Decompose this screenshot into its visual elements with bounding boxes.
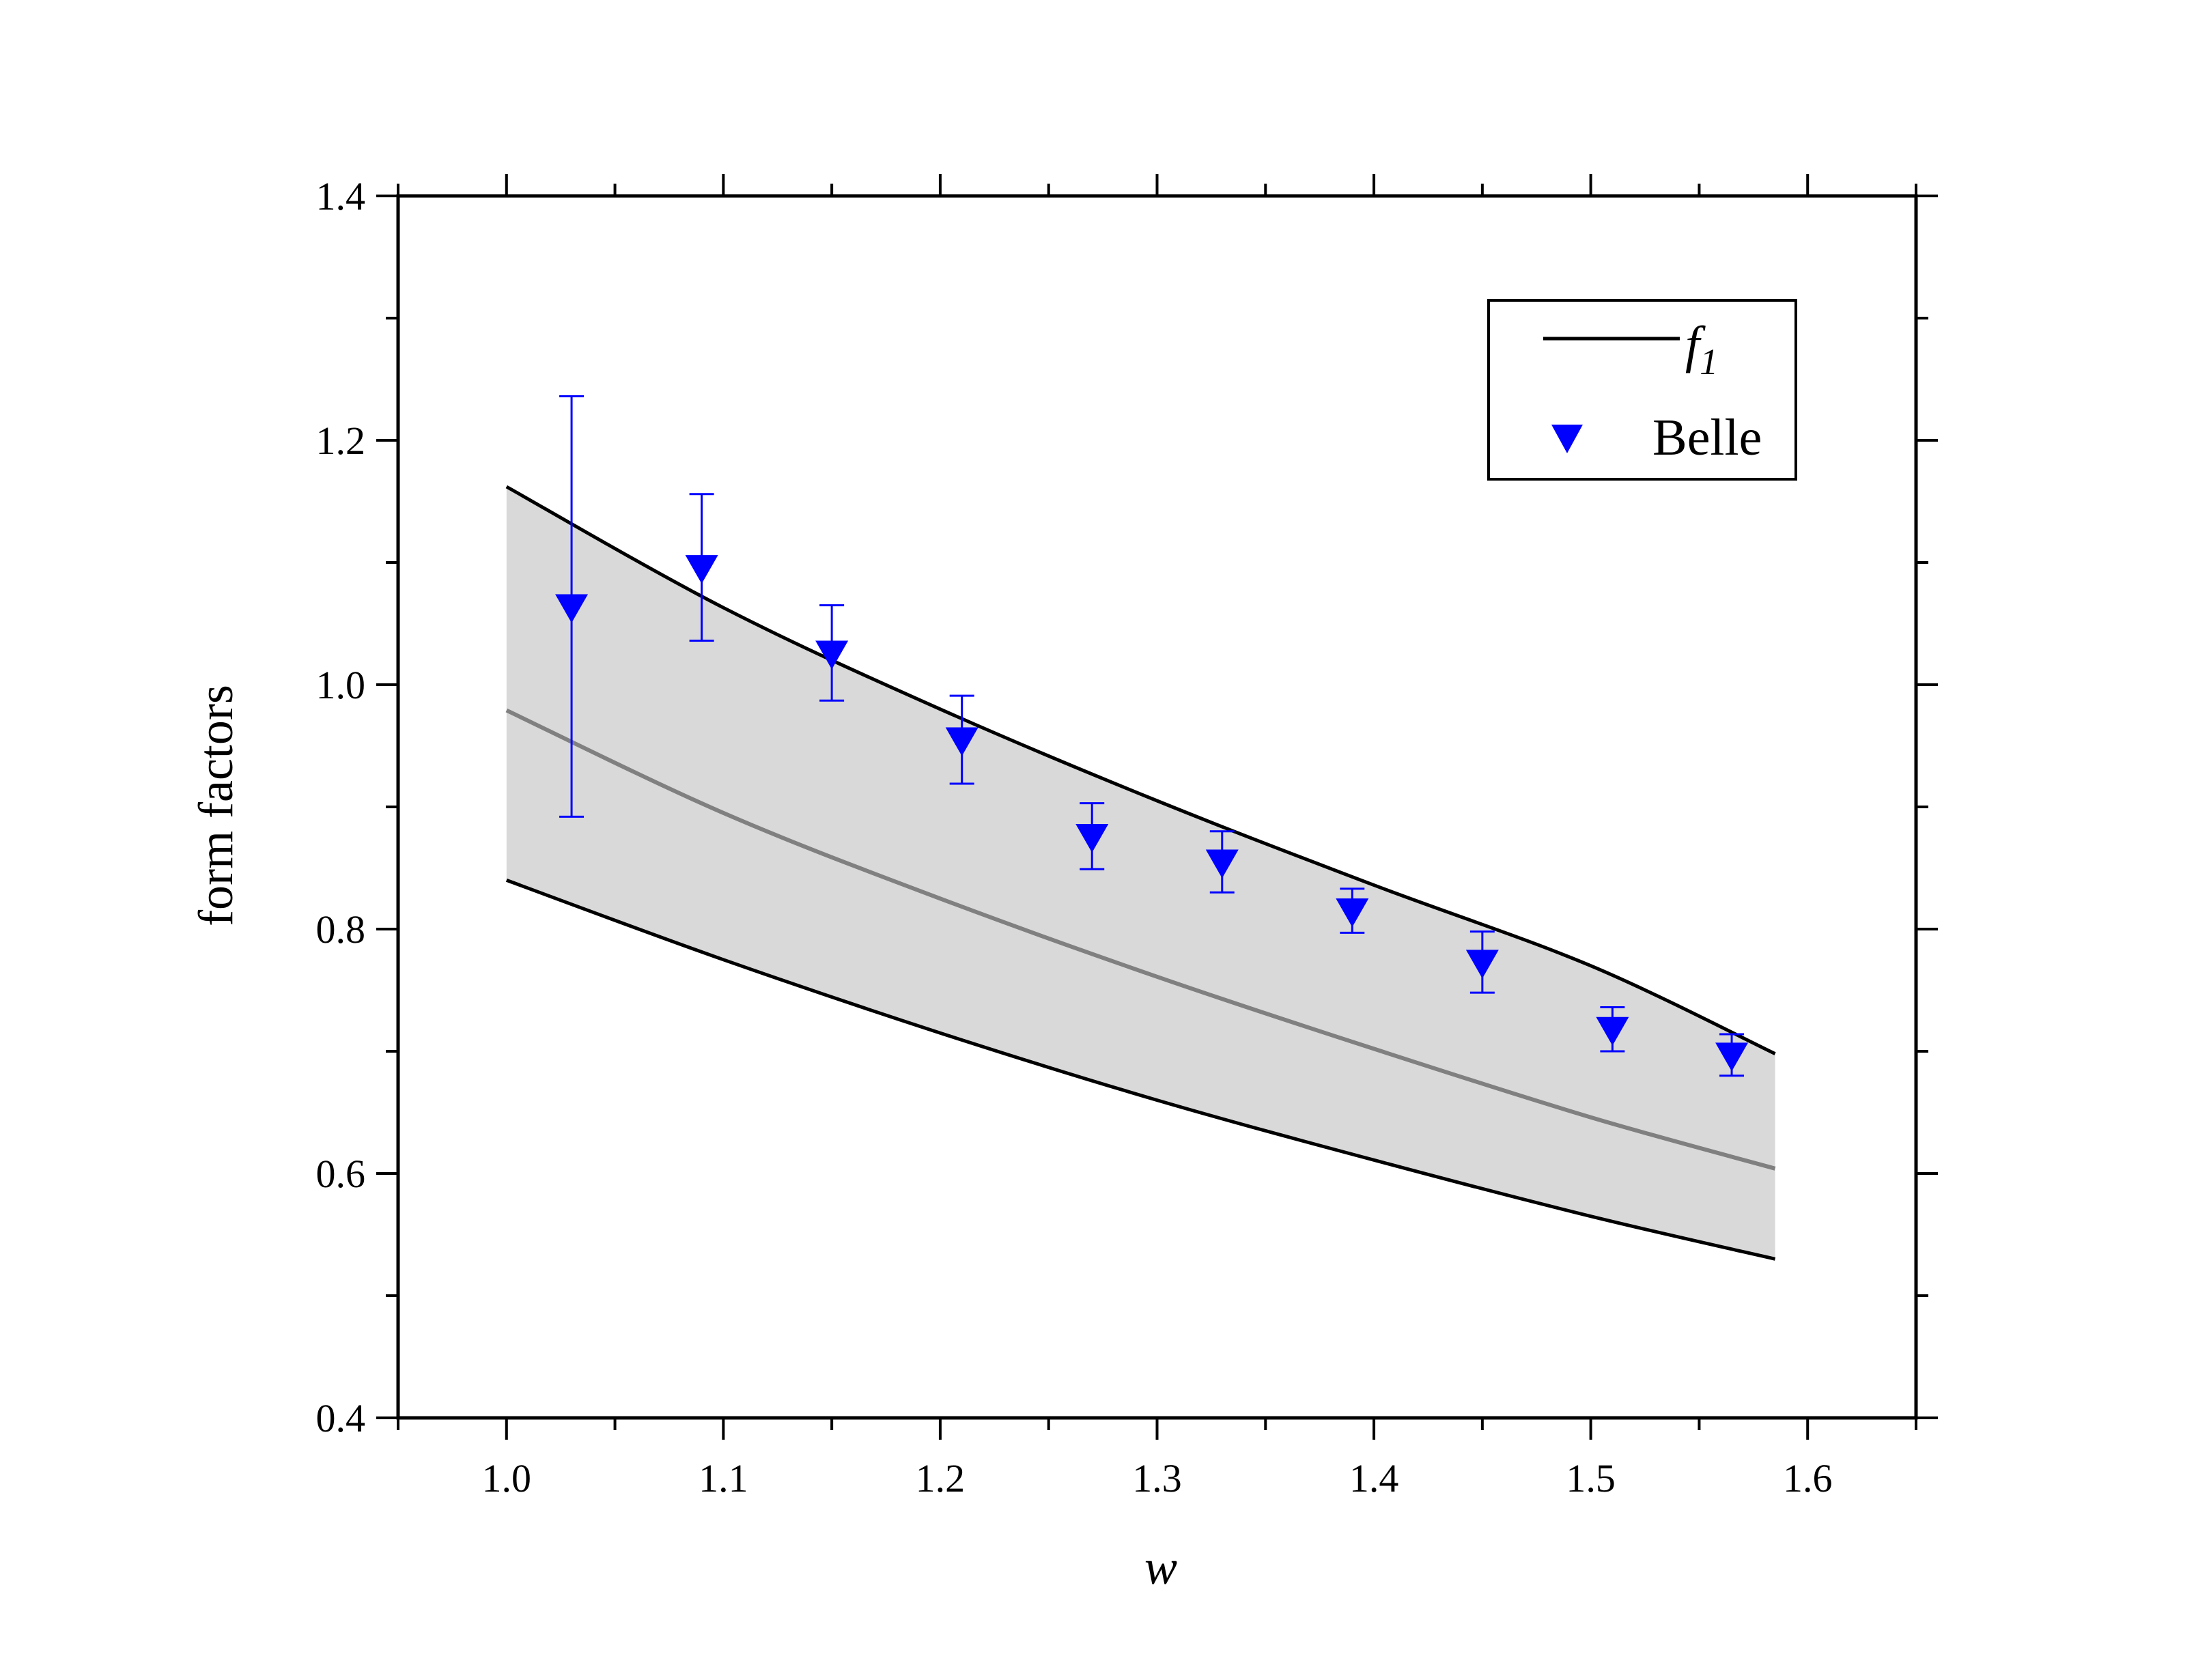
x-tick-label: 1.4 (1349, 1456, 1399, 1500)
belle-point (1336, 887, 1369, 934)
x-tick-label: 1.3 (1132, 1456, 1182, 1500)
belle-marker (1075, 823, 1109, 853)
x-tick-label: 1.5 (1566, 1456, 1616, 1500)
uncertainty-band (506, 487, 1775, 1259)
belle-marker (945, 727, 979, 756)
y-tick-label: 1.2 (316, 418, 366, 463)
belle-point (555, 395, 589, 818)
belle-marker (1596, 1016, 1629, 1046)
legend: f1 Belle (1487, 299, 1797, 481)
belle-point (815, 604, 849, 702)
belle-point (1715, 1033, 1749, 1077)
x-tick-label: 1.1 (699, 1456, 748, 1500)
belle-marker (815, 640, 849, 670)
x-tick-label: 1.6 (1783, 1456, 1833, 1500)
y-tick-label: 0.4 (316, 1396, 366, 1440)
legend-box (1487, 299, 1797, 481)
belle-marker (1336, 898, 1369, 928)
belle-marker (1465, 950, 1499, 979)
y-tick-label: 0.6 (316, 1152, 366, 1196)
plot-area (505, 395, 1776, 1261)
legend-line-label-sub: 1 (1700, 341, 1718, 382)
belle-marker (1715, 1042, 1749, 1072)
legend-points-label: Belle (1652, 409, 1762, 466)
legend-belle-marker (1551, 425, 1583, 453)
belle-point (1075, 802, 1109, 870)
belle-point (685, 493, 718, 642)
y-tick-label: 1.0 (316, 663, 366, 707)
y-tick-label: 0.8 (316, 907, 366, 952)
belle-point (945, 694, 979, 785)
band-lower-line (505, 879, 1776, 1261)
x-tick-label: 1.0 (482, 1456, 532, 1500)
belle-point (1596, 1006, 1629, 1053)
belle-point (1465, 930, 1499, 994)
belle-marker (555, 594, 589, 623)
belle-marker (1205, 849, 1239, 879)
x-axis-title: w (1144, 1540, 1177, 1595)
y-tick-label: 1.4 (316, 174, 366, 218)
legend-line-label: f1 (1685, 316, 1718, 382)
central-line (505, 708, 1776, 1171)
band-upper-line (505, 485, 1776, 1055)
axes: 1.0 1.1 1.2 1.3 1.4 1.5 1.6 0.4 0.6 0.8 1.0 1.2 1.4 (316, 174, 1938, 1500)
y-axis-title: form factors (188, 685, 243, 926)
x-tick-label: 1.2 (916, 1456, 966, 1500)
belle-point (1205, 830, 1239, 894)
belle-marker (685, 555, 718, 584)
